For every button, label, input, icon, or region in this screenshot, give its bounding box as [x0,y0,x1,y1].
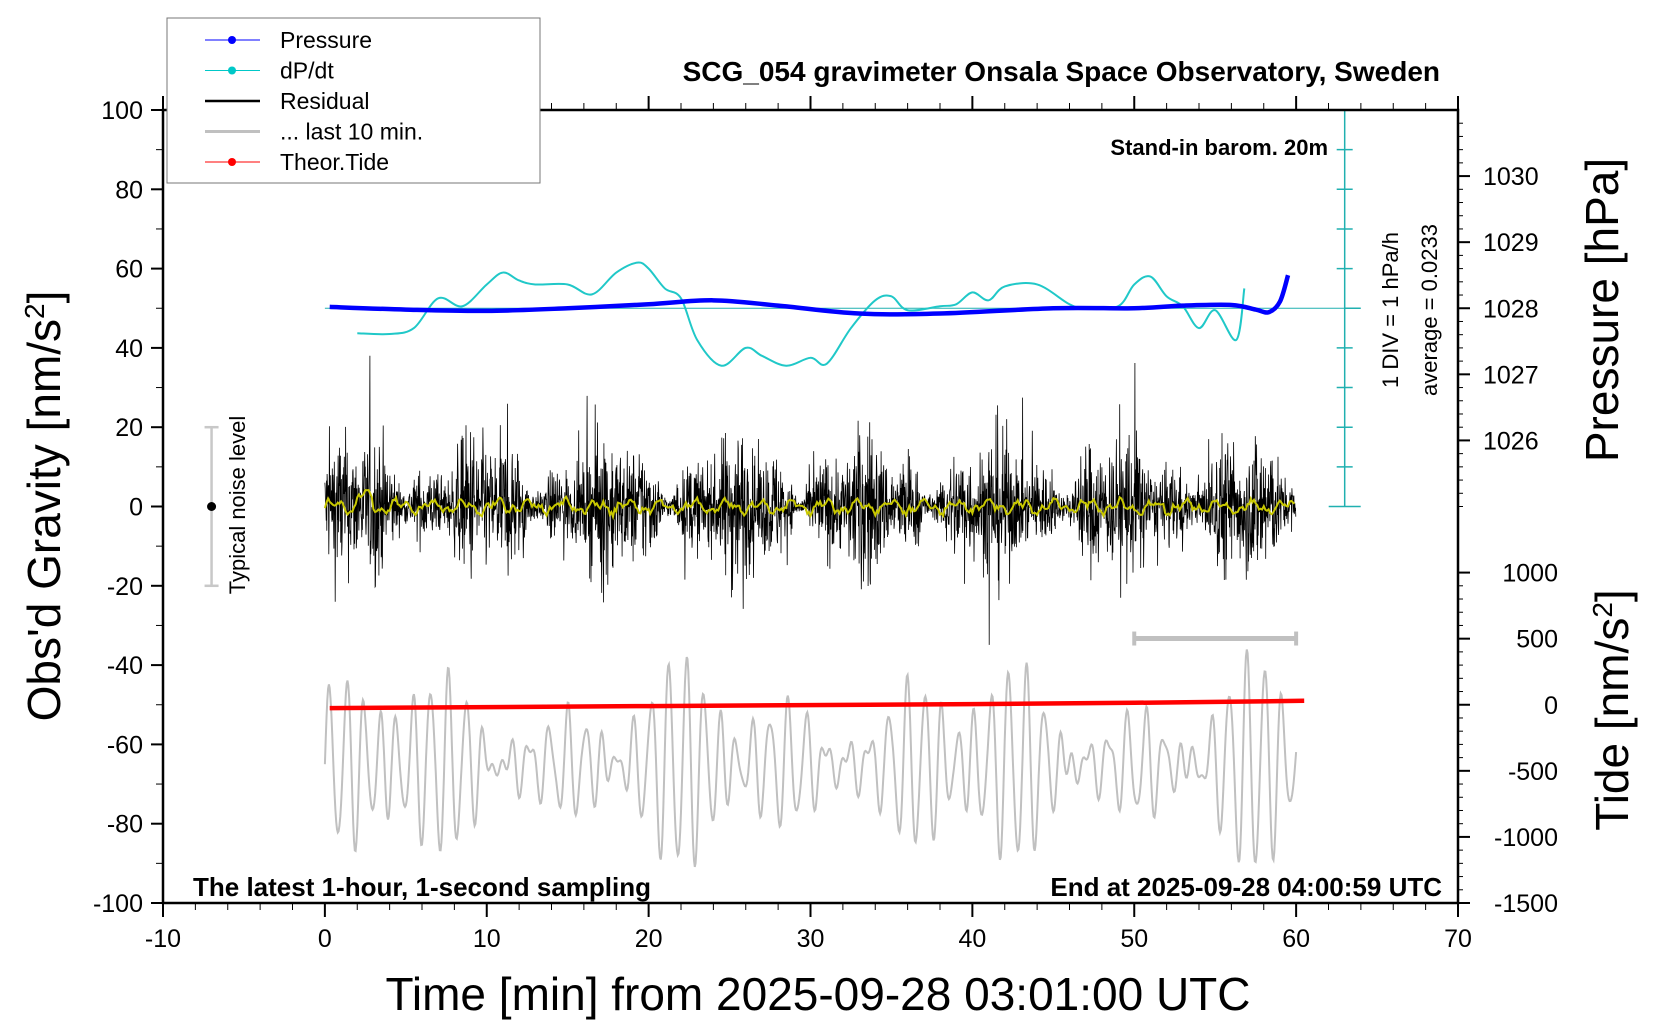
tide-tick-label: -1500 [1494,890,1558,918]
last-10-min-line [323,649,1298,868]
axes-layer: -10 0 10 20 30 40 50 60 70-100-80-60-40-20020406… [93,96,1558,953]
y-axis-label: Obs'd Gravity [nm/s2] [18,291,70,722]
x-tick-label: 70 [1444,925,1472,953]
pressure-line [329,274,1291,317]
bottom-right-annotation: End at 2025-09-28 04:00:59 UTC [1050,872,1442,902]
average-annotation: average = 0.0233 [1417,224,1442,396]
y-axis-label-close: ] [18,291,70,304]
y-tick-label: 60 [115,256,143,284]
dpdt-line [357,261,1246,367]
tide-tick-label: 0 [1544,692,1558,720]
y-tick-label: -80 [107,811,143,839]
y-tick-label: -60 [107,731,143,759]
legend: Pressure dP/dt Residual ... last 10 min. The… [166,17,541,184]
tide-axis-label-sup: 2 [1587,602,1618,618]
noise-annotation: Typical noise level [225,416,250,595]
legend-label: Pressure [280,27,372,53]
div-annotation: 1 DIV = 1 hPa/h [1378,232,1403,388]
noise-level-dot [207,502,217,511]
legend-marker [228,36,236,44]
tide-tick-label: 1000 [1502,560,1558,588]
x-tick-label: 50 [1120,925,1148,953]
tide-line [329,698,1305,711]
y-tick-label: -20 [107,573,143,601]
pressure-tick-label: 1026 [1483,427,1539,455]
tide-tick-label: 500 [1516,626,1558,654]
x-tick-label: 20 [635,925,663,953]
y-axis-label-text: Obs'd Gravity [nm/s [18,319,70,721]
tide-axis-label-close: ] [1586,589,1638,602]
residual-smoothed-line [323,489,1296,521]
x-tick-label: 0 [318,925,332,953]
chart-title: SCG_054 gravimeter Onsala Space Observat… [683,56,1440,87]
barometer-annotation: Stand-in barom. 20m [1110,135,1328,160]
residual-line [324,355,1297,645]
legend-marker [228,66,236,75]
y-tick-label: 80 [115,176,143,204]
tide-tick-label: -500 [1508,758,1558,786]
pressure-tick-label: 1029 [1483,229,1539,257]
pressure-tick-label: 1028 [1483,295,1539,323]
x-tick-label: 10 [473,925,501,953]
y-tick-label: 40 [115,335,143,363]
x-tick-label: 40 [958,925,986,953]
x-tick-label: 30 [797,925,825,953]
tide-axis-label-text: Tide [nm/s [1586,618,1638,831]
tide-tick-label: -1000 [1494,824,1558,852]
legend-label: Theor.Tide [280,149,389,175]
pressure-tick-label: 1030 [1483,163,1539,191]
bottom-left-annotation: The latest 1-hour, 1-second sampling [193,872,651,902]
y-tick-label: 20 [115,414,143,442]
legend-label: Residual [280,88,370,114]
y-axis-label-sup: 2 [19,303,50,319]
x-axis-label: Time [min] from 2025-09-28 03:01:00 UTC [386,968,1251,1020]
y-tick-label: 0 [129,494,143,522]
series-layer [204,109,1361,868]
y-tick-label: -100 [93,890,143,918]
tide-axis-label: Tide [nm/s2] [1586,589,1638,830]
y-tick-label: 100 [101,97,143,125]
y-tick-label: -40 [107,652,143,680]
x-tick-label: -10 [145,925,181,953]
pressure-axis-label: Pressure [hPa] [1576,158,1628,462]
pressure-tick-label: 1027 [1483,361,1539,389]
legend-label: ... last 10 min. [280,119,423,145]
x-tick-label: 60 [1282,925,1310,953]
legend-marker [228,158,236,166]
legend-label: dP/dt [280,58,334,84]
